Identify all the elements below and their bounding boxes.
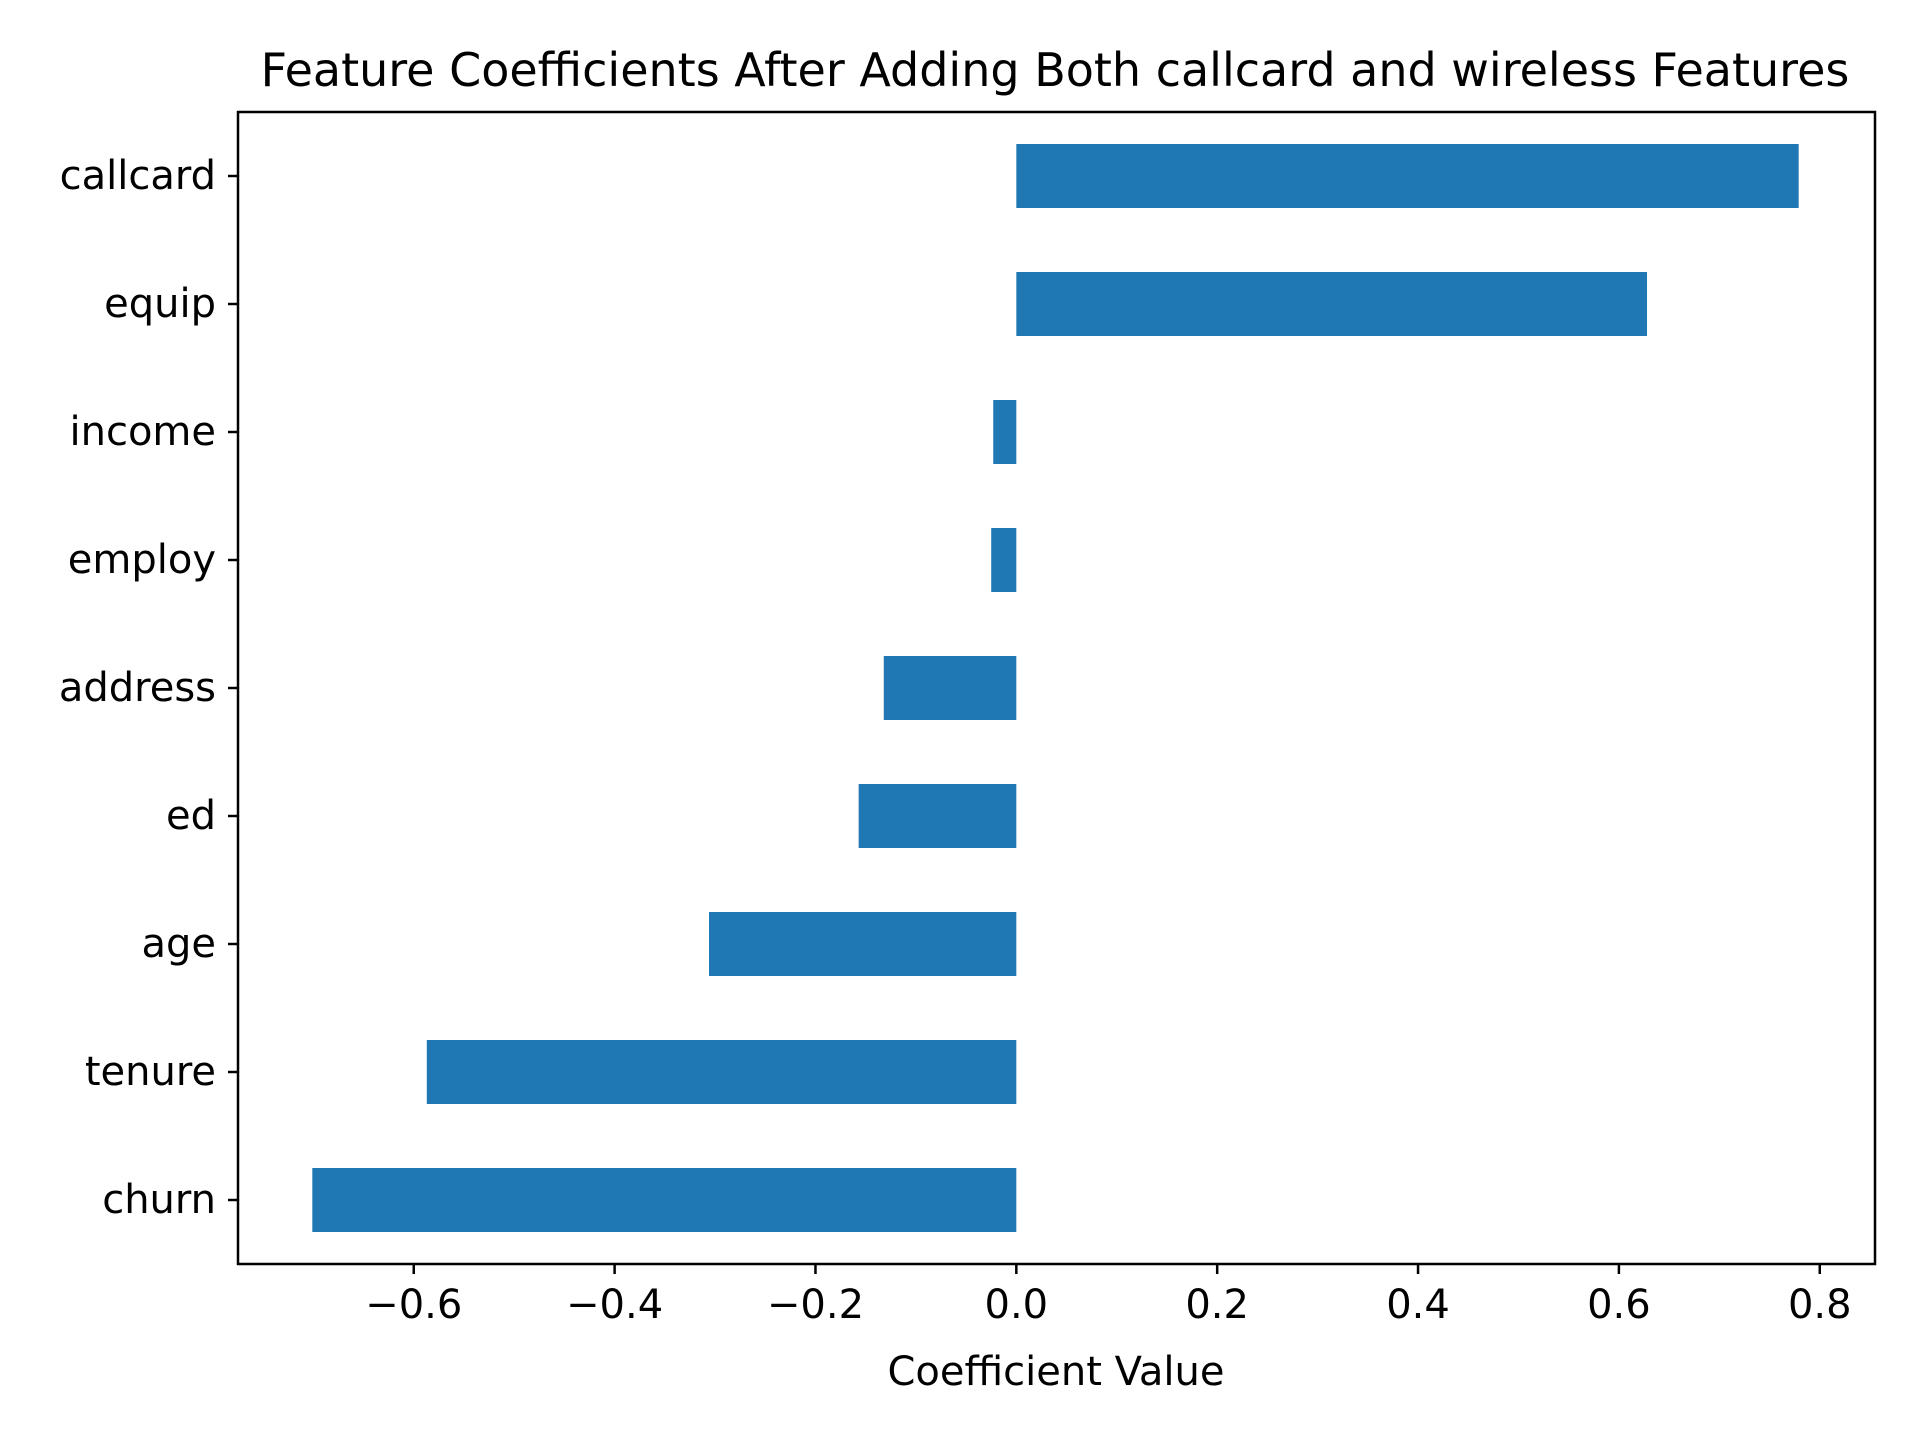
bar-address — [883, 656, 1017, 720]
y-tick-label: ed — [166, 793, 216, 839]
x-tick-label: 0.4 — [1386, 1282, 1450, 1328]
x-axis-label: Coefficient Value — [888, 1349, 1225, 1395]
x-tick-label: 0.2 — [1185, 1282, 1249, 1328]
y-tick-label: employ — [68, 537, 216, 583]
y-tick-label: income — [69, 409, 216, 455]
bar-tenure — [426, 1040, 1017, 1104]
y-tick-label: address — [59, 665, 216, 711]
y-tick-label: callcard — [60, 153, 216, 199]
bar-ed — [858, 784, 1017, 848]
bars-layer — [312, 144, 1799, 1232]
x-tick-label: 0.6 — [1587, 1282, 1651, 1328]
x-tick-label: −0.4 — [566, 1282, 663, 1328]
y-axis: callcard equip income employ address ed age ten… — [59, 153, 238, 1223]
y-tick-label: tenure — [85, 1049, 216, 1095]
bar-age — [709, 912, 1017, 976]
plot-frame — [236, 110, 1877, 1266]
x-tick-label: −0.2 — [767, 1282, 864, 1328]
chart-title: Feature Coefficients After Adding Both c… — [261, 43, 1850, 97]
x-tick-label: 0.8 — [1788, 1282, 1852, 1328]
bar-income — [993, 400, 1017, 464]
bar-equip — [1016, 272, 1648, 336]
y-tick-label: churn — [102, 1177, 216, 1223]
bar-employ — [991, 528, 1017, 592]
x-tick-label: 0.0 — [985, 1282, 1049, 1328]
x-tick-label: −0.6 — [365, 1282, 462, 1328]
y-tick-label: age — [141, 921, 216, 967]
bar-churn — [312, 1168, 1017, 1232]
x-axis: −0.6 −0.4 −0.2 0.0 0.2 0.4 0.6 0.8 — [365, 1264, 1852, 1328]
y-tick-label: equip — [104, 281, 216, 327]
bar-callcard — [1016, 144, 1799, 208]
